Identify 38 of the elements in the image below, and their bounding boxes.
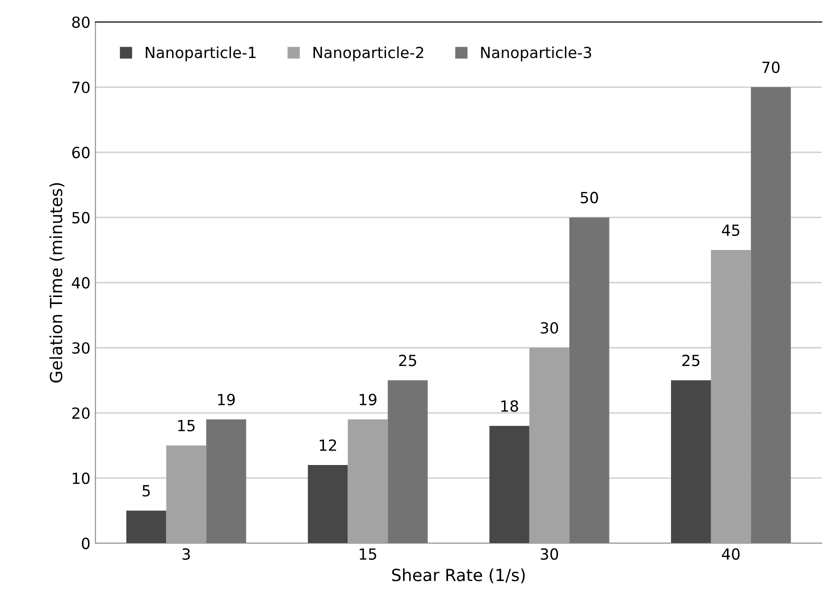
legend-label: Nanoparticle-1 (146, 46, 256, 62)
y-tick-label: 70 (72, 82, 90, 94)
bar (489, 426, 530, 544)
x-tick-label: 30 (540, 548, 558, 560)
bar (388, 380, 428, 544)
y-tick-label: 60 (72, 146, 90, 158)
data-label: 70 (762, 62, 780, 74)
legend-label: Nanoparticle-3 (481, 46, 592, 62)
data-label: 25 (682, 354, 700, 366)
data-label: 45 (722, 224, 740, 236)
x-tick-label: 40 (722, 548, 740, 560)
y-tick-label: 80 (72, 16, 90, 28)
x-tick-label: 3 (182, 548, 190, 560)
bar (569, 217, 610, 544)
data-label: 19 (360, 394, 376, 406)
y-tick-label: 40 (72, 277, 90, 289)
data-label: 5 (142, 485, 150, 497)
legend-label: Nanoparticle-2 (314, 46, 424, 62)
x-tick-label: 15 (360, 548, 376, 560)
bar (206, 419, 246, 544)
data-label: 12 (320, 439, 336, 451)
bar (126, 510, 166, 544)
data-label: 18 (501, 400, 518, 412)
bar (308, 465, 348, 544)
y-tick-label: 50 (72, 212, 90, 224)
y-tick-label: 30 (72, 342, 90, 354)
y-tick-label: 10 (72, 472, 90, 484)
y-tick-label: 0 (82, 538, 90, 550)
bar (750, 87, 791, 544)
data-label: 50 (580, 192, 598, 204)
x-axis-title: Shear Rate (1/s) (392, 568, 525, 584)
bar (671, 380, 711, 544)
data-label: 15 (178, 420, 195, 432)
y-axis-title: Gelation Time (minutes) (49, 183, 64, 383)
data-label: 25 (399, 354, 416, 366)
y-tick-label: 20 (72, 407, 90, 419)
data-label: 30 (540, 322, 558, 334)
data-label: 19 (218, 394, 235, 406)
